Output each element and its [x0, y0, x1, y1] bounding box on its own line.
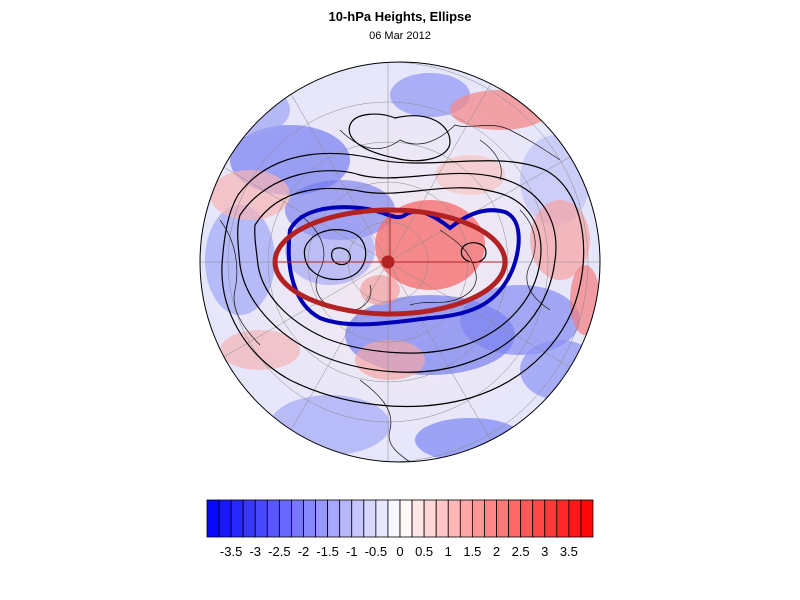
colorbar-box [315, 499, 329, 538]
colorbar-box [508, 499, 522, 538]
colorbar-box [303, 499, 316, 538]
colorbar-box [218, 499, 232, 538]
latitude-circle [200, 62, 589, 462]
colorbar-box [387, 499, 401, 538]
colorbar-box [339, 499, 353, 538]
colorbar-tick-label: 3 [541, 544, 548, 559]
colorbar-tick-label: -2.5 [268, 544, 290, 559]
colorbar-box [411, 499, 425, 538]
colorbar-box [520, 499, 534, 538]
colorbar-box [230, 499, 244, 538]
colorbar-box [363, 499, 377, 538]
colorbar-box [266, 499, 280, 538]
colorbar-box [556, 499, 570, 538]
colorbar-box [484, 499, 497, 538]
colorbar-box [242, 499, 256, 538]
colorbar-box [447, 499, 461, 538]
map-title: 10-hPa Heights, Ellipse [328, 9, 472, 24]
colorbar-box [278, 499, 292, 538]
colorbar-tick-label: 0 [396, 544, 403, 559]
colorbar-box [580, 499, 594, 538]
latitude-circle [267, 141, 509, 383]
colorbar-box [291, 499, 304, 538]
colorbar-tick-label: -1.5 [316, 544, 338, 559]
colorbar-box [435, 499, 449, 538]
colorbar-tick-label: 2.5 [512, 544, 530, 559]
colorbar-box [459, 499, 473, 538]
colorbar-boxes [206, 499, 594, 538]
colorbar-tick-label: 1.5 [463, 544, 481, 559]
colorbar-box [327, 499, 341, 538]
colorbar-box [568, 499, 582, 538]
colorbar-tick-label: 2 [493, 544, 500, 559]
colorbar-box [471, 499, 485, 538]
colorbar-tick-label: -3 [249, 544, 261, 559]
colorbar-box [399, 499, 413, 538]
map-subtitle: 06 Mar 2012 [369, 30, 431, 42]
colorbar-box [254, 499, 268, 538]
colorbar-tick-label: 0.5 [415, 544, 433, 559]
colorbar-box [532, 499, 546, 538]
colorbar-box [496, 499, 509, 538]
coastlines [219, 124, 561, 462]
colorbar-tick-label: -2 [298, 544, 310, 559]
colorbar-tick-label: -0.5 [365, 544, 387, 559]
colorbar-box [351, 499, 365, 538]
colorbar-tick-labels: -3.5 -3 -2.5 -2 -1.5 -1 -0.5 0 0.5 1 1.5 2 2.5 3 3.5 [220, 544, 578, 559]
map-border [199, 61, 601, 463]
ellipse-center-marker [381, 255, 395, 269]
colorbar-tick-label: 3.5 [560, 544, 578, 559]
colorbar-box [423, 499, 437, 538]
colorbar-tick-label: -1 [346, 544, 358, 559]
colorbar-tick-label: -3.5 [220, 544, 242, 559]
colorbar-tick-label: 1 [445, 544, 452, 559]
colorbar-box [206, 499, 220, 538]
colorbar-box [544, 499, 558, 538]
latitude-circle [227, 101, 549, 423]
colorbar-box [375, 499, 389, 538]
height-contours [221, 113, 585, 408]
